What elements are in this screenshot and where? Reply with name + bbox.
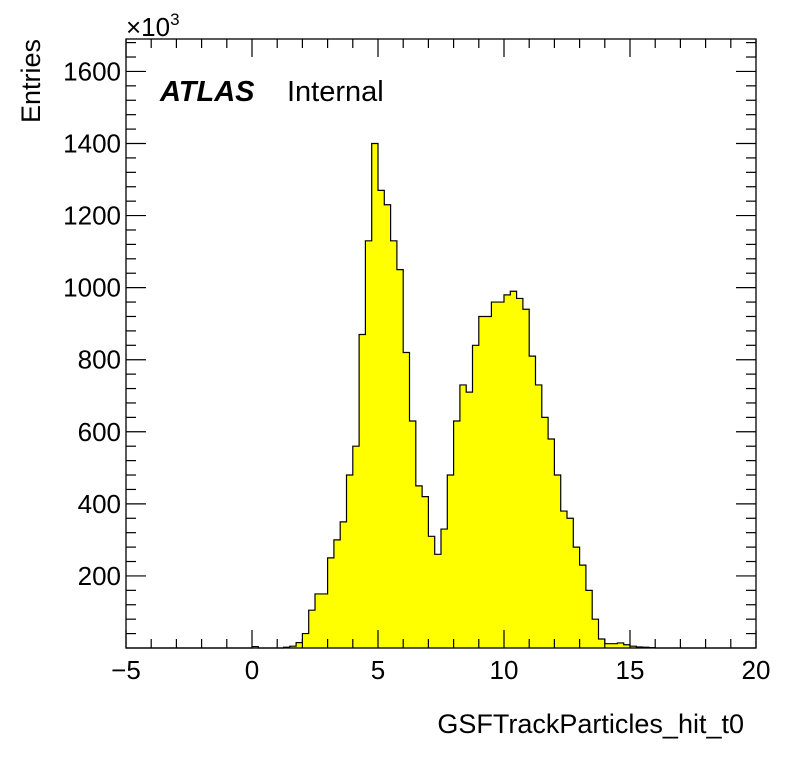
histogram-bar <box>579 565 587 648</box>
y-axis-title: Entries <box>16 39 46 123</box>
y-tick-label: 400 <box>78 489 121 519</box>
histogram-bar <box>378 190 385 648</box>
histogram-bar <box>321 593 328 648</box>
x-tick-label: 15 <box>616 655 645 685</box>
histogram-bar <box>510 291 517 648</box>
x-axis-title: GSFTrackParticles_hit_t0 <box>437 709 744 739</box>
histogram-bar <box>541 417 549 648</box>
histogram-bar <box>567 518 574 648</box>
histogram-bar <box>478 316 486 648</box>
y-tick-label: 600 <box>78 417 121 447</box>
histogram-bar <box>617 642 625 648</box>
histogram-bar <box>403 352 410 648</box>
histogram-bar <box>333 539 341 648</box>
histogram-bar <box>352 446 360 648</box>
histogram-bar <box>302 633 310 648</box>
internal-label: Internal <box>287 76 384 108</box>
histogram-bar <box>453 420 461 648</box>
histogram-bar <box>611 643 618 648</box>
y-tick-label: 200 <box>78 561 121 591</box>
y-tick-label: 1600 <box>63 56 121 86</box>
histogram-bar <box>522 309 530 648</box>
histogram-bar <box>252 646 259 648</box>
plot-frame <box>125 38 757 649</box>
histogram-bar <box>390 240 398 648</box>
histogram-bar <box>529 356 536 648</box>
histogram-bar <box>485 316 492 648</box>
histogram-bar <box>409 420 417 648</box>
histogram-bar <box>598 638 606 648</box>
histogram-bars <box>252 143 656 649</box>
y-tick-label: 1400 <box>63 129 121 159</box>
y-tick-label: 1000 <box>63 273 121 303</box>
histogram-bar <box>346 475 354 648</box>
histogram-bar <box>396 269 404 648</box>
y-tick-label: 800 <box>78 345 121 375</box>
histogram-bar <box>573 547 580 648</box>
histogram-bar <box>497 302 505 648</box>
y-tick-label: 1200 <box>63 201 121 231</box>
histogram-bar <box>359 334 366 648</box>
x-tick-label: −5 <box>111 655 141 685</box>
histogram-bar <box>491 302 499 648</box>
histogram-bar <box>428 536 436 648</box>
histogram-bar <box>504 294 511 648</box>
histogram-bar <box>560 511 568 648</box>
histogram-bar <box>535 384 543 648</box>
x-tick-label: 0 <box>245 655 259 685</box>
histogram-bar <box>289 646 297 648</box>
histogram-bar <box>472 345 480 648</box>
y-multiplier-label: ×103 <box>126 10 180 42</box>
histogram-bar <box>422 496 429 648</box>
histogram-bar <box>554 475 562 648</box>
histogram-bar <box>308 610 316 648</box>
x-tick-labels: −5 0 5 10 15 20 <box>111 655 770 685</box>
multiplier-base: ×10 <box>126 12 170 42</box>
histogram-bar <box>585 590 593 648</box>
histogram-bar <box>466 392 473 648</box>
histogram-bar <box>327 557 335 648</box>
histogram-bar <box>365 240 373 648</box>
histogram-bar <box>434 554 442 648</box>
multiplier-exponent: 3 <box>170 10 179 29</box>
histogram-bar <box>447 475 454 648</box>
histogram-bar <box>384 204 391 649</box>
histogram-bar <box>441 529 448 648</box>
histogram-bar <box>623 644 631 648</box>
histogram-bar <box>604 643 612 648</box>
histogram-bar <box>415 485 423 648</box>
histogram-bar <box>296 642 303 648</box>
y-tick-labels: 200 400 600 800 1000 1200 1400 1600 <box>63 56 121 590</box>
histogram-bar <box>516 298 524 648</box>
x-tick-label: 20 <box>742 655 771 685</box>
x-tick-label: 5 <box>371 655 385 685</box>
histogram-bar <box>340 521 347 648</box>
histogram-bar <box>548 438 555 648</box>
histogram-bar <box>592 619 599 648</box>
histogram-bar <box>315 593 322 648</box>
atlas-label: ATLAS <box>159 76 255 108</box>
x-tick-label: 10 <box>490 655 519 685</box>
histogram-bar <box>630 646 637 648</box>
histogram-bar <box>459 384 467 648</box>
histogram-bar <box>371 143 379 648</box>
